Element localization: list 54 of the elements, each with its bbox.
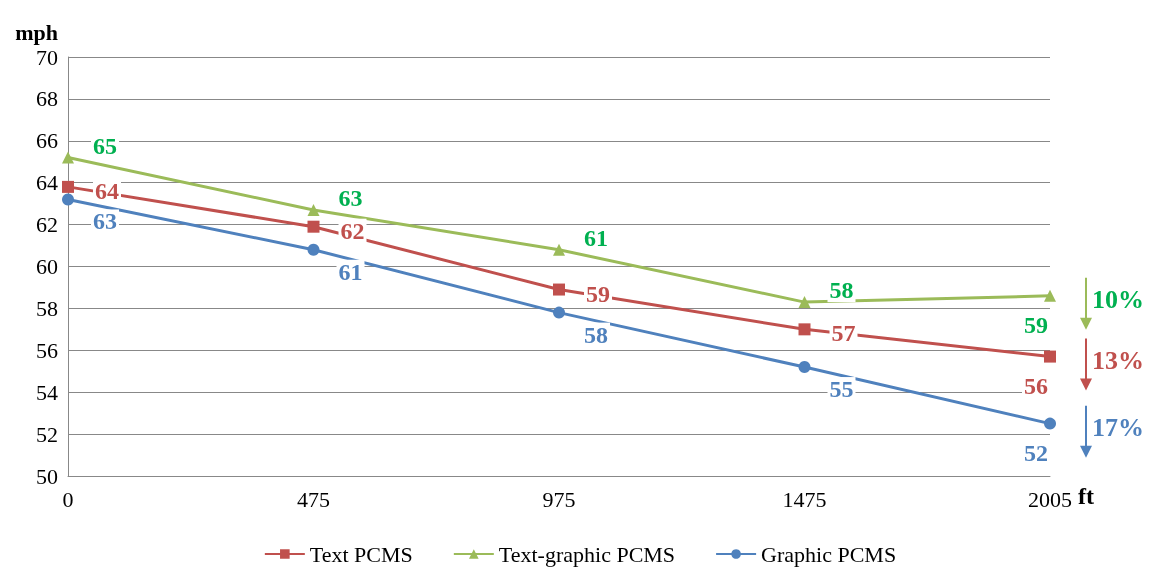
- point: [62, 180, 74, 193]
- data-label: 59: [586, 280, 610, 307]
- point: [307, 203, 320, 216]
- point: [307, 243, 320, 256]
- point: [1044, 417, 1056, 430]
- point: [798, 361, 811, 374]
- point: [798, 323, 811, 336]
- data-label: 59: [1024, 311, 1048, 338]
- point: [553, 243, 565, 256]
- data-label: 63: [338, 184, 363, 211]
- y-tick-label: 60: [36, 254, 58, 279]
- y-tick-label: 58: [36, 295, 58, 321]
- y-tick-label: 56: [36, 337, 58, 363]
- point: [62, 193, 74, 206]
- data-label: 61: [338, 258, 363, 285]
- data-label: 56: [1024, 372, 1048, 399]
- annotation: 13%: [1092, 346, 1144, 376]
- data-label: 58: [584, 321, 608, 348]
- y-tick-label: 64: [36, 170, 58, 196]
- annotation: 17%: [1092, 413, 1144, 443]
- x-tick-label: 475: [297, 486, 330, 512]
- y-tick-label: 50: [36, 463, 58, 489]
- annotation: 10%: [1092, 285, 1144, 315]
- point: [307, 220, 320, 233]
- x-axis-title: ft: [1077, 483, 1094, 509]
- point: [798, 296, 811, 309]
- legend-label: Graphic PCMS: [761, 541, 897, 567]
- y-tick-label: 54: [36, 379, 58, 405]
- data-label: 65: [93, 132, 117, 159]
- y-tick-label: 66: [36, 128, 58, 154]
- point: [553, 306, 565, 319]
- legend-label: Text PCMS: [309, 541, 413, 567]
- point: [1044, 289, 1056, 302]
- point: [1044, 350, 1056, 363]
- data-label: 52: [1024, 439, 1048, 466]
- x-tick-label: 1475: [782, 486, 827, 512]
- data-label: 64: [95, 177, 119, 204]
- y-tick-label: 62: [36, 212, 58, 238]
- data-label: 57: [831, 320, 856, 347]
- y-axis-title: mph: [15, 19, 58, 45]
- y-tick-label: 52: [36, 421, 58, 447]
- data-label: 55: [829, 376, 854, 403]
- legend-label: Text-graphic PCMS: [498, 541, 676, 567]
- x-tick-label: 2005: [1028, 486, 1072, 512]
- y-tick-label: 68: [36, 86, 58, 112]
- data-label: 63: [93, 208, 117, 235]
- x-tick-label: 975: [542, 486, 576, 512]
- x-tick-label: 0: [62, 486, 74, 512]
- point: [553, 283, 565, 296]
- data-label: 58: [829, 277, 854, 304]
- y-tick-label: 70: [36, 44, 58, 70]
- point: [62, 151, 74, 164]
- data-label: 61: [584, 224, 608, 251]
- data-label: 62: [340, 217, 365, 244]
